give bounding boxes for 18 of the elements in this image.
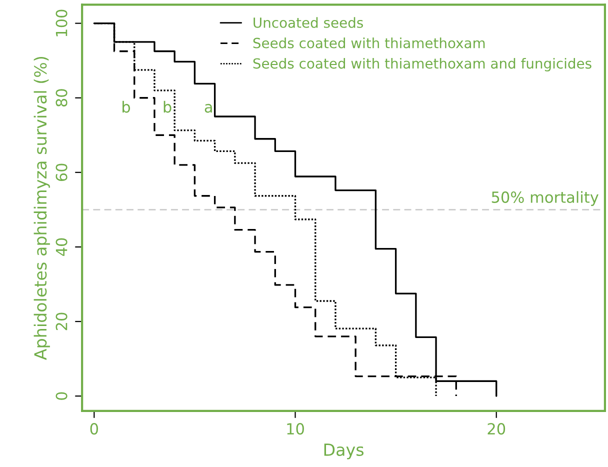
y-tick-label: 0 bbox=[56, 392, 68, 400]
x-tick-label: 20 bbox=[488, 423, 506, 435]
x-axis-title: Days bbox=[324, 444, 364, 460]
y-tick-label: 100 bbox=[56, 10, 68, 36]
x-tick-label: 0 bbox=[90, 423, 98, 435]
y-tick-label: 40 bbox=[56, 238, 68, 256]
y-tick-label: 80 bbox=[56, 89, 68, 107]
legend-label: Seeds coated with thiamethoxam bbox=[253, 38, 485, 48]
annotation: a bbox=[204, 104, 212, 113]
annotation: b bbox=[122, 100, 130, 113]
y-tick-label: 60 bbox=[56, 164, 68, 182]
annotation: b bbox=[164, 100, 172, 113]
y-tick-label: 20 bbox=[56, 312, 68, 330]
ref-line-label: 50% mortality bbox=[492, 191, 598, 206]
y-axis-title: Aphidoletes aphidimyza survival (%) bbox=[34, 56, 50, 360]
legend-label: Uncoated seeds bbox=[254, 17, 363, 28]
x-tick-label: 10 bbox=[287, 423, 304, 435]
legend-label: Seeds coated with thiamethoxam and fungicides bbox=[253, 58, 592, 72]
